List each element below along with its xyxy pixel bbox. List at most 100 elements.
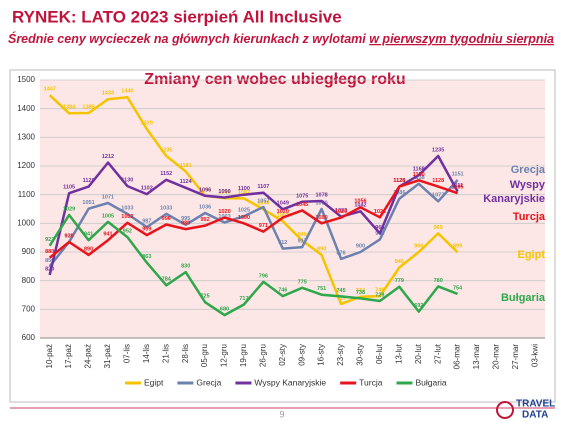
data-label: 900 (356, 243, 365, 249)
data-label: 1096 (199, 187, 211, 193)
data-label: 680 (220, 307, 229, 313)
data-label: 746 (375, 288, 384, 294)
subtitle-part: w pierwszym tygodniu sierpnia (369, 32, 554, 46)
data-label: 1029 (63, 206, 75, 212)
data-label: 876 (336, 250, 345, 256)
data-label: 880 (45, 249, 54, 255)
data-label: 1111 (452, 183, 463, 189)
data-label: 899 (453, 244, 462, 250)
data-label: 1107 (257, 184, 269, 190)
data-label: 1007 (277, 213, 289, 219)
data-label: 1000 (316, 215, 328, 221)
data-label: 1138 (413, 175, 425, 181)
data-label: 775 (298, 279, 307, 285)
data-label: 1020 (335, 209, 347, 215)
series-line (48, 179, 459, 268)
y-tick-label: 1500 (17, 75, 35, 84)
data-label: 890 (84, 246, 93, 252)
data-label: 729 (375, 292, 384, 298)
data-label: 746 (278, 288, 287, 294)
data-label: 1128 (83, 178, 95, 184)
data-label: 1096 (199, 187, 211, 193)
x-tick-label: 24-paź (84, 344, 93, 368)
plot-area (40, 80, 545, 338)
data-label: 941 (84, 232, 93, 238)
x-tick-label: 10-paź (45, 344, 54, 368)
data-label: 1100 (238, 186, 250, 192)
data-label: 1023 (335, 208, 347, 214)
x-tick-label: 30-sty (356, 344, 365, 366)
data-label: 1128 (393, 178, 405, 184)
data-label: 820 (45, 266, 54, 272)
data-label: 1440 (121, 89, 133, 95)
y-tick-label: 1100 (18, 190, 36, 199)
legend-label: Bułgaria (415, 377, 446, 387)
series-label: Grecja (511, 164, 546, 176)
data-label: 1235 (432, 147, 444, 153)
x-tick-label: 06-lut (375, 343, 384, 364)
data-label: 1049 (257, 201, 269, 207)
data-label: 754 (453, 285, 463, 291)
data-label: 1124 (180, 179, 193, 185)
x-tick-label: 20-mar (492, 344, 501, 370)
data-label: 1433 (102, 91, 114, 97)
data-label: 992 (201, 217, 210, 223)
data-label: 1057 (257, 198, 269, 204)
data-label: 1075 (296, 193, 308, 199)
data-label: 935 (65, 233, 74, 239)
data-label: 745 (336, 288, 345, 294)
data-label: 1447 (44, 87, 56, 93)
data-label: 1049 (277, 201, 289, 207)
data-label: 1128 (393, 178, 405, 184)
y-tick-label: 1000 (17, 218, 35, 227)
data-label: 1025 (238, 208, 250, 214)
series-line (48, 94, 459, 306)
data-label: 1212 (102, 154, 114, 160)
data-label: 1005 (102, 213, 114, 219)
data-label: 692 (414, 303, 423, 309)
x-tick-label: 13-mar (472, 344, 481, 370)
x-tick-label: 16-sty (317, 344, 326, 366)
data-label: 995 (181, 216, 190, 222)
x-tick-label: 21-lis (161, 344, 170, 363)
data-label: 1102 (141, 186, 153, 192)
data-label: 1042 (354, 203, 366, 209)
x-tick-label: 02-sty (278, 344, 287, 366)
data-label: 780 (434, 278, 443, 284)
data-label: 1078 (316, 192, 328, 198)
x-tick-label: 28-lis (181, 344, 190, 363)
data-label: 1051 (82, 200, 94, 206)
data-label: 1036 (199, 204, 211, 210)
data-label: 1086 (393, 190, 405, 196)
data-label: 940 (298, 232, 307, 238)
data-label: 1088 (218, 190, 230, 196)
series-label: Bułgaria (501, 292, 546, 304)
data-label: 1077 (432, 193, 444, 199)
data-label: 1033 (160, 205, 172, 211)
data-label: 1002 (121, 214, 133, 220)
data-label: 738 (356, 290, 365, 296)
data-label: 1000 (238, 215, 250, 221)
x-tick-label: 12-gru (220, 344, 229, 367)
series-line (48, 154, 459, 276)
series-label: Turcja (513, 211, 546, 223)
data-label: 1128 (432, 178, 444, 184)
data-label: 1168 (413, 167, 425, 173)
data-label: 941 (103, 232, 112, 238)
y-tick-label: 700 (22, 304, 36, 313)
data-label: 1021 (374, 209, 386, 215)
logo-text: TRAVEL (516, 399, 555, 410)
x-tick-label: 23-sty (336, 344, 345, 366)
data-label: 900 (414, 243, 423, 249)
data-label: 1329 (141, 120, 153, 126)
data-label: 912 (278, 240, 287, 246)
data-label: 1105 (452, 185, 464, 191)
data-label: 1045 (296, 202, 308, 208)
x-tick-label: 20-lut (414, 343, 423, 364)
series-label: Wyspy Kanaryjskie (483, 179, 546, 205)
data-label: 1105 (63, 185, 75, 191)
data-label: 850 (45, 258, 54, 264)
subtitle-part: Średnie ceny wycieczek na głównych kieru… (8, 31, 369, 46)
data-label: 717 (239, 296, 248, 302)
data-label: 965 (375, 225, 384, 231)
